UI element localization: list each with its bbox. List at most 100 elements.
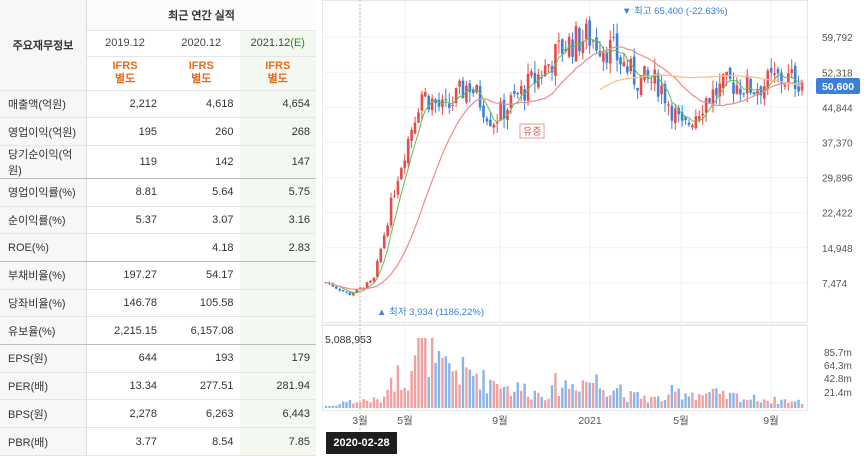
candle-body [728,67,732,79]
candle-body [598,50,602,57]
candle-body [742,93,746,95]
cell-value: 3.07 [163,206,240,235]
candle-body [550,66,554,73]
candle-body [793,65,797,89]
candle-body [413,122,417,134]
candle-body [595,37,598,51]
candle-body [475,85,478,93]
volume-bar [701,395,704,408]
volume-bar [335,405,338,408]
cell-value: 2,278 [86,399,163,429]
cell-value: 195 [86,117,163,146]
volume-bar [715,388,718,408]
candle-body [759,86,763,96]
row-label: ROE(%) [0,233,87,262]
moving-averages [325,36,803,293]
volume-bar [543,400,547,408]
volume-bar [698,393,701,408]
ma120-line [599,74,803,91]
table-row: PER(배) 13.34 277.51 281.94 [0,372,316,401]
cell-value: 5.37 [86,206,163,235]
month-label: 3월 [352,415,368,427]
row-label: 당기순이익(억원) [0,145,87,179]
candle-body [461,80,465,99]
volume-bar [619,384,622,408]
volume-bar [509,395,513,408]
volume-bar [369,402,372,408]
candle-body [663,83,667,104]
volume-bar [564,380,567,408]
estimate-mark: (E) [290,37,305,50]
volume-bar [578,391,581,408]
candle-body [530,71,533,76]
volume-bar [718,393,722,408]
volume-bar [365,400,369,408]
candle-body [334,286,338,289]
volume-bar [622,396,626,408]
candle-body [684,116,687,120]
volume-bar [475,373,478,408]
volume-bar [413,355,417,408]
candle-body [516,93,520,95]
volume-bar [496,383,499,408]
candle-body [458,80,461,87]
cell-value: 105.58 [163,289,240,318]
candle-body [769,68,773,73]
candle-body [454,88,458,104]
volume-bar [444,356,448,408]
candlestick-series [324,16,804,297]
volume-bar [489,379,492,408]
volume-bar [451,371,454,408]
volume-bar [359,402,362,408]
volume-cursor-value: 5,088,953 [325,334,372,346]
volume-bar [389,377,393,408]
row-header-label: 주요재무정보 [0,0,87,91]
candle-body [673,108,677,123]
ifrs-label: IFRS 별도 [239,56,316,91]
period-header: 2020.12 [163,30,240,57]
volume-bar [376,399,379,408]
volume-bar [612,390,615,408]
row-label: PBR(배) [0,427,87,456]
candle-body [670,105,674,121]
candle-body [468,83,472,93]
cell-value: 6,157.08 [163,316,240,346]
volume-bar [746,400,749,408]
volume-bar [526,396,530,408]
candle-body [341,289,345,292]
volume-bar [752,394,756,408]
candle-body [567,36,571,57]
candle-body [691,125,694,128]
current-price-label: 50,600 [822,81,854,93]
candle-body [369,280,372,283]
candle-body [697,116,701,120]
candle-body [732,82,735,95]
price-tick-label: 22,422 [822,209,853,220]
volume-bar [537,392,540,408]
candle-body [680,112,684,121]
volume-bar [338,404,341,408]
candle-body [605,52,609,63]
price-tick-label: 44,844 [822,103,853,114]
candle-body [540,76,544,78]
volume-bar [383,396,386,408]
candle-body [430,98,434,110]
volume-bar [523,383,526,408]
stock-chart[interactable]: 59,792 52,318 44,844 37,370 29,896 22,422 14,9… [322,0,867,456]
row-label: 유보율(%) [0,316,87,346]
volume-bar [465,367,468,408]
candle-body [489,119,492,127]
cursor-date-label: 2020-02-28 [326,432,397,454]
volume-bar [499,388,502,408]
volume-bar [393,391,396,408]
candle-body [626,66,629,73]
volume-bar [793,401,797,408]
volume-bar [331,405,335,408]
volume-bar [550,385,554,408]
candle-body [543,65,547,77]
candle-body [783,84,787,87]
volume-bar [567,388,571,408]
volume-bar [783,399,787,408]
volume-bar [441,357,444,408]
cell-value: 197.27 [86,261,163,290]
